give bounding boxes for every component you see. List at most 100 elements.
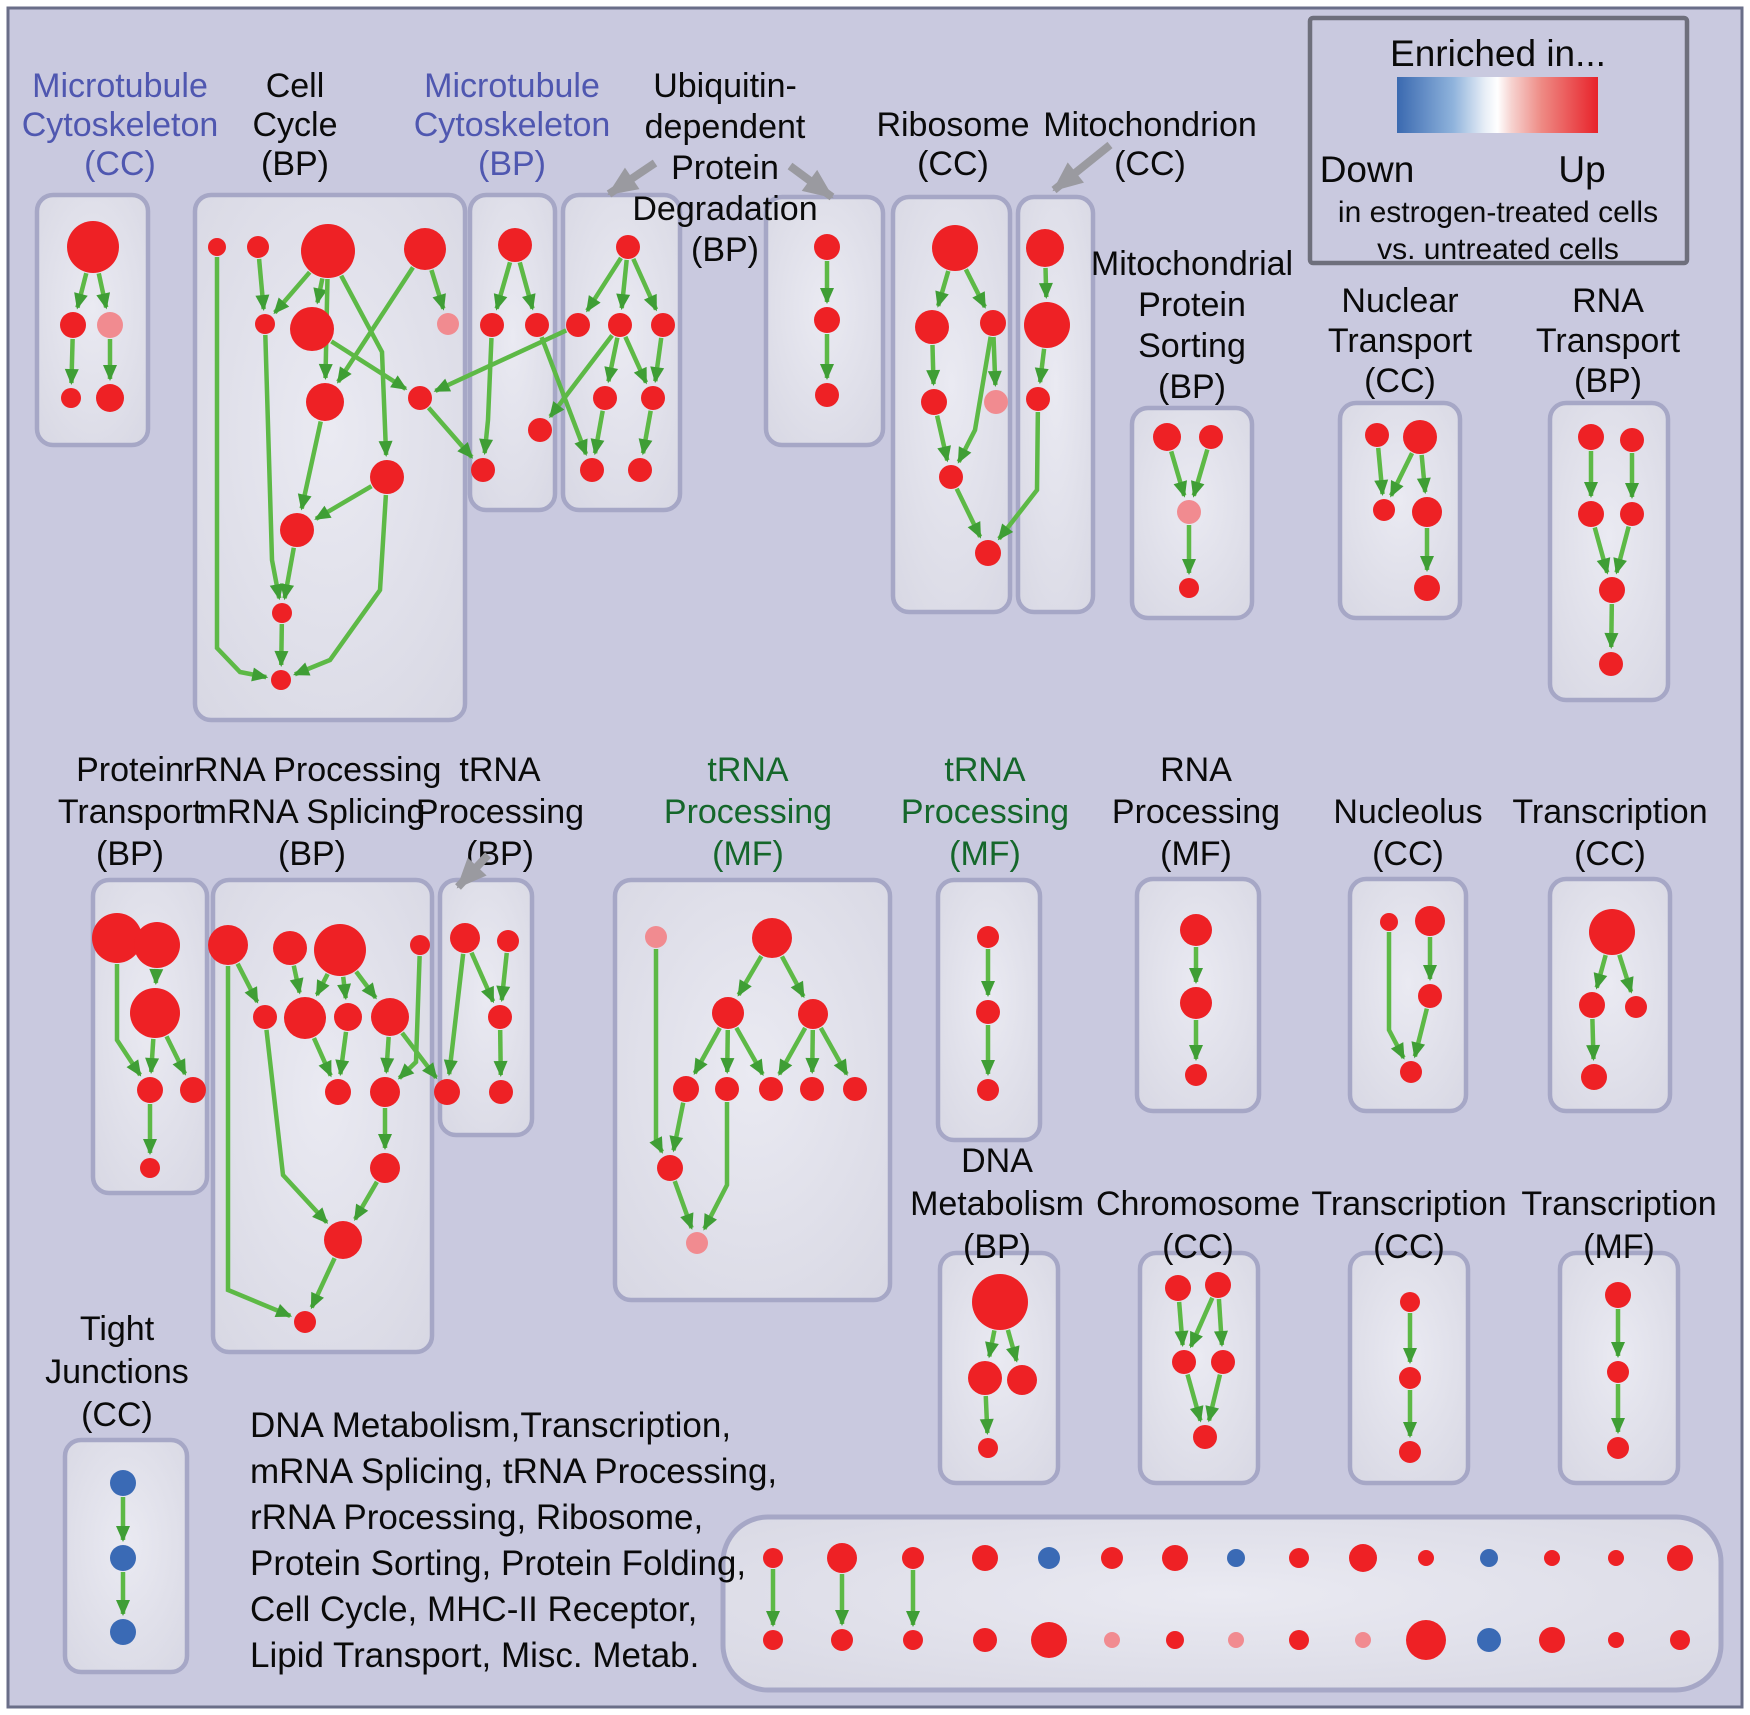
- edge-arrow: [311, 1037, 333, 1078]
- go-term-node-microtubule-cytoskeleton-cc: [96, 384, 124, 412]
- group-label-rna-transport-bp: Transport: [1536, 322, 1681, 360]
- go-term-node-mitochondrial-protein-sorting-bp: [1199, 425, 1223, 449]
- edge-arrow: [987, 336, 1002, 388]
- group-label-nuclear-transport-cc: Nuclear: [1341, 282, 1458, 320]
- go-term-node-trna-processing-mf-1: [843, 1077, 867, 1101]
- edge-arrow: [1174, 1301, 1189, 1348]
- go-term-node-microtubule-cytoskeleton-cc: [61, 388, 81, 408]
- go-term-node-ubiquitin-degradation-bp: [580, 458, 604, 482]
- group-label-ribosome-cc: Ribosome: [876, 106, 1029, 144]
- edge-arrow: [289, 965, 304, 995]
- group-label-microtubule-cytoskeleton-cc: Cytoskeleton: [22, 106, 219, 144]
- edge-arrow: [631, 257, 659, 312]
- matrix-node-bottom: [763, 1630, 783, 1650]
- go-term-node-mitochondrion-cc: [1026, 387, 1050, 411]
- go-term-node-trna-processing-mf-1: [712, 997, 744, 1029]
- edge-arrow: [1617, 954, 1634, 994]
- edge-arrow: [1389, 452, 1415, 498]
- edge-arrow: [979, 1395, 994, 1436]
- go-term-node-microtubule-cytoskeleton-cc: [60, 312, 86, 338]
- go-term-node-rrna-processing-mrna-splicing-bp: [273, 931, 307, 965]
- go-term-node-nucleolus-cc: [1400, 1061, 1422, 1083]
- edge-arrow: [777, 1026, 808, 1076]
- matrix-node-bottom: [1104, 1632, 1120, 1648]
- go-term-node-nuclear-transport-cc: [1414, 575, 1440, 601]
- edge-arrow: [1005, 1329, 1020, 1363]
- go-term-node-ubiquitin-degradation-bp: [651, 313, 675, 337]
- group-label-mitochondrial-protein-sorting-bp: Protein: [1138, 286, 1246, 324]
- group-label-tight-junctions-cc: Junctions: [45, 1353, 189, 1391]
- go-term-node-trna-processing-bp: [488, 1005, 512, 1029]
- go-term-node-microtubule-cytoskeleton-cc: [97, 312, 123, 338]
- edge-arrow: [672, 1180, 694, 1230]
- matrix-node-bottom: [1166, 1631, 1184, 1649]
- go-term-node-dna-metabolism-bp: [972, 1274, 1028, 1330]
- go-term-node-mitochondrial-protein-sorting-bp: [1177, 500, 1201, 524]
- edge-arrow: [426, 406, 474, 459]
- matrix-node-top: [1608, 1550, 1624, 1566]
- go-term-node-dna-metabolism-bp: [968, 1361, 1002, 1395]
- group-label-rna-transport-bp: RNA: [1572, 282, 1644, 320]
- group-label-microtubule-cytoskeleton-bp: Microtubule: [424, 67, 600, 105]
- go-term-node-ubiquitin-degradation-bp: [608, 313, 632, 337]
- group-label-microtubule-cytoskeleton-cc: (CC): [84, 145, 156, 183]
- go-term-node-transcription-cc-2: [1399, 1367, 1421, 1389]
- matrix-node-top: [1480, 1549, 1498, 1567]
- group-box-misc-categories: [720, 1514, 1724, 1693]
- go-term-node-rrna-processing-mrna-splicing-bp: [370, 1153, 400, 1183]
- group-label-transcription-mf: (MF): [1583, 1228, 1655, 1266]
- go-term-node-rrna-processing-mrna-splicing-bp: [253, 1005, 277, 1029]
- edge-arrow: [145, 1038, 160, 1075]
- edge-arrow: [164, 1035, 188, 1076]
- edge-arrow: [354, 970, 378, 1000]
- go-term-node-transcription-cc-1: [1589, 909, 1635, 955]
- go-term-node-protein-transport-bp: [140, 1158, 160, 1178]
- edge-arrow: [604, 337, 620, 384]
- go-term-node-rrna-processing-mrna-splicing-bp: [208, 925, 248, 965]
- matrix-node-top: [763, 1548, 783, 1568]
- go-term-node-trna-processing-bp: [450, 923, 480, 953]
- edge-arrow: [934, 415, 951, 463]
- group-label-transcription-mf: Transcription: [1521, 1185, 1716, 1223]
- edge-arrow: [1034, 348, 1049, 385]
- edge-arrow: [429, 269, 446, 311]
- edge-arrow: [590, 410, 605, 456]
- group-label-protein-transport-bp: (BP): [96, 835, 164, 873]
- go-term-node-tight-junctions-cc: [110, 1619, 136, 1645]
- edge-arrow: [963, 268, 987, 309]
- edge-arrow: [1613, 525, 1631, 575]
- edge-arrow: [616, 259, 631, 311]
- go-term-node-transcription-cc-2: [1399, 1441, 1421, 1463]
- go-term-node-nuclear-transport-cc: [1365, 423, 1389, 447]
- go-term-node-ubiquitin-degradation-bp: [641, 386, 665, 410]
- group-box-nuclear-transport-cc: [1337, 400, 1463, 621]
- group-label-protein-transport-bp: Protein: [76, 751, 184, 789]
- matrix-node-top: [1227, 1549, 1245, 1567]
- group-label-dna-metabolism-bp: DNA: [961, 1142, 1033, 1180]
- legend-gradient-bar: [1397, 77, 1598, 133]
- go-term-node-trna-processing-mf-1: [645, 926, 667, 948]
- go-term-node-rrna-processing-mrna-splicing-bp: [284, 997, 326, 1039]
- go-term-node-nucleolus-cc: [1415, 906, 1445, 936]
- edge-arrow: [400, 1031, 438, 1080]
- group-label-rrna-processing-mrna-splicing-bp: rRNA Processing: [183, 751, 442, 789]
- go-term-node-transcription-mf: [1607, 1361, 1629, 1383]
- go-term-node-transcription-cc-1: [1581, 1064, 1607, 1090]
- misc-categories-text: DNA Metabolism,Transcription,: [250, 1406, 731, 1445]
- edge-arrow: [297, 421, 323, 511]
- group-label-trna-processing-mf-1: Processing: [664, 793, 832, 831]
- go-term-node-trna-processing-bp: [434, 1079, 460, 1105]
- go-term-node-rrna-processing-mrna-splicing-bp: [314, 924, 366, 976]
- edge-arrow: [380, 1036, 395, 1075]
- matrix-node-top: [1162, 1545, 1188, 1571]
- edge-arrow: [1185, 1373, 1204, 1423]
- misc-categories-text: rRNA Processing, Ribosome,: [250, 1498, 703, 1537]
- edge-arrow: [225, 966, 293, 1318]
- go-term-node-tight-junctions-cc: [110, 1545, 136, 1571]
- group-label-mitochondrial-protein-sorting-bp: Mitochondrial: [1091, 245, 1293, 283]
- group-label-ubiquitin-degradation-bp: Degradation: [632, 190, 817, 228]
- go-term-node-protein-transport-bp: [130, 988, 180, 1038]
- go-term-node-microtubule-cytoskeleton-cc: [67, 221, 119, 273]
